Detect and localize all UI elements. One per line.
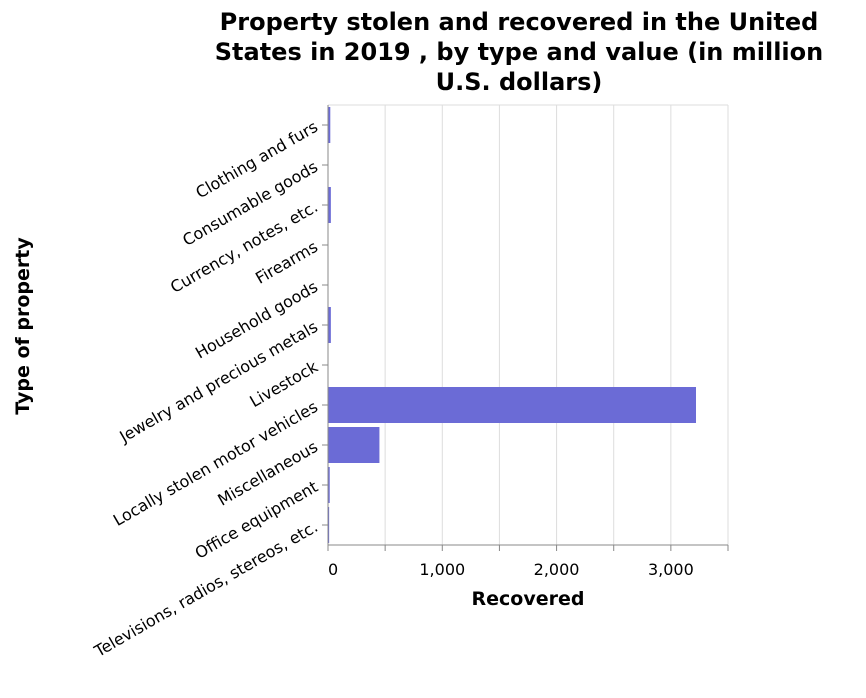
x-tick-labels: 0 1,000 2,000 3,000 — [328, 560, 694, 579]
x-axis-title: Recovered — [472, 588, 585, 610]
chart-title-line-2: States in 2019 , by type and value (in m… — [215, 38, 823, 66]
bar — [328, 187, 331, 223]
bar — [328, 467, 330, 503]
x-tick-label: 2,000 — [534, 560, 580, 579]
chart-title-line-3: U.S. dollars) — [436, 68, 603, 96]
x-tick-label: 1,000 — [419, 560, 465, 579]
chart-title: Property stolen and recovered in the Uni… — [215, 8, 823, 96]
x-tick-label: 3,000 — [648, 560, 694, 579]
bar — [328, 427, 380, 463]
bar — [328, 307, 331, 343]
y-axis-title: Type of property — [12, 237, 34, 415]
axes — [322, 105, 729, 551]
chart-title-line-1: Property stolen and recovered in the Uni… — [220, 8, 819, 36]
bar — [328, 387, 696, 423]
gridlines — [327, 104, 729, 545]
bar — [328, 507, 330, 543]
bar — [328, 107, 331, 143]
x-tick-label: 0 — [328, 560, 338, 579]
bars — [328, 107, 696, 543]
